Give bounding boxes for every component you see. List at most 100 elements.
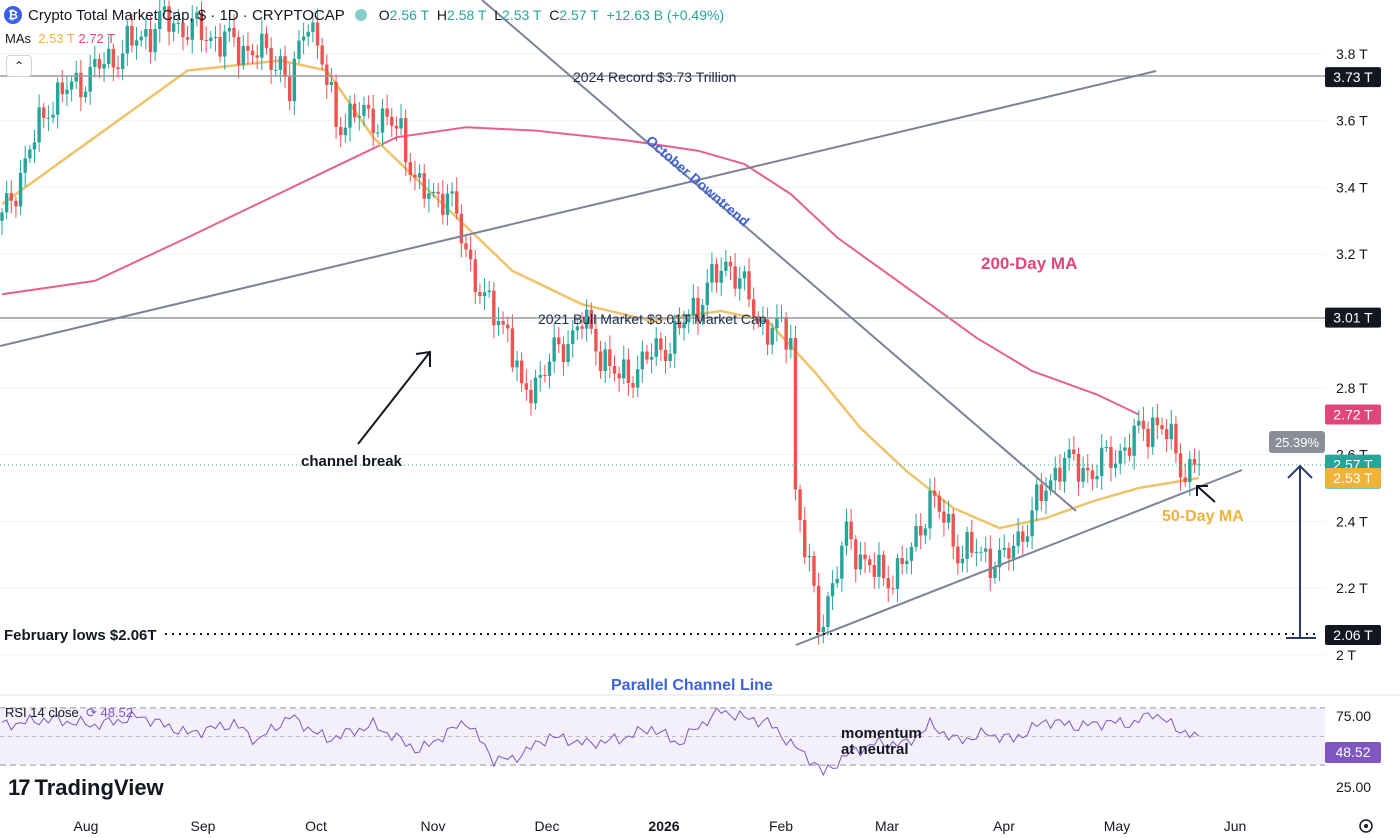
- candle-body[interactable]: [195, 12, 199, 19]
- candle-body[interactable]: [728, 261, 733, 267]
- candle-body[interactable]: [380, 108, 385, 133]
- candle-body[interactable]: [552, 337, 556, 362]
- candle-body[interactable]: [60, 82, 65, 95]
- candle-body[interactable]: [742, 271, 747, 279]
- candle-body[interactable]: [510, 328, 515, 368]
- candle-body[interactable]: [1141, 420, 1146, 429]
- candle-body[interactable]: [965, 531, 969, 559]
- candle-body[interactable]: [255, 55, 259, 58]
- candle-body[interactable]: [487, 290, 491, 293]
- candle-body[interactable]: [496, 321, 501, 326]
- candle-body[interactable]: [705, 282, 709, 306]
- symbol-title[interactable]: Crypto Total Market Cap, $ · 1D · CRYPTO…: [28, 6, 345, 24]
- candle-body[interactable]: [580, 326, 584, 329]
- candle-body[interactable]: [575, 326, 580, 331]
- annotation-record[interactable]: 2024 Record $3.73 Trillion: [573, 69, 736, 85]
- candle-body[interactable]: [659, 338, 663, 350]
- candle-body[interactable]: [97, 58, 102, 69]
- annotation-at-neutral[interactable]: at neutral: [841, 741, 909, 758]
- candle-body[interactable]: [673, 320, 677, 354]
- candle-body[interactable]: [761, 319, 765, 323]
- candle-body[interactable]: [376, 132, 380, 134]
- annotation-parallel-channel[interactable]: Parallel Channel Line: [611, 677, 773, 694]
- candle-body[interactable]: [139, 36, 143, 41]
- candle-body[interactable]: [543, 374, 547, 376]
- candle-body[interactable]: [682, 322, 686, 329]
- candle-body[interactable]: [181, 22, 185, 38]
- october-downtrend-line[interactable]: [481, 0, 1077, 512]
- candle-body[interactable]: [213, 36, 218, 38]
- candle-body[interactable]: [622, 359, 626, 379]
- candle-body[interactable]: [246, 45, 250, 51]
- candle-body[interactable]: [468, 249, 473, 260]
- candle-body[interactable]: [687, 315, 691, 323]
- candle-body[interactable]: [455, 191, 459, 214]
- candle-body[interactable]: [533, 377, 538, 404]
- candle-body[interactable]: [130, 25, 134, 46]
- candle-body[interactable]: [881, 554, 886, 579]
- candle-body[interactable]: [738, 278, 742, 289]
- candle-body[interactable]: [807, 555, 812, 558]
- ma200-line[interactable]: [1, 126, 1140, 416]
- candle-body[interactable]: [1086, 467, 1090, 471]
- candle-body[interactable]: [176, 22, 181, 24]
- candle-body[interactable]: [710, 264, 714, 283]
- candle-body[interactable]: [840, 545, 844, 579]
- candle-body[interactable]: [232, 27, 236, 38]
- candle-body[interactable]: [960, 558, 965, 564]
- candle-body[interactable]: [900, 558, 904, 565]
- candle-body[interactable]: [571, 330, 575, 345]
- candle-body[interactable]: [153, 28, 157, 53]
- candle-body[interactable]: [1123, 447, 1127, 451]
- candle-body[interactable]: [1081, 467, 1085, 482]
- candle-body[interactable]: [584, 309, 589, 329]
- candle-body[interactable]: [942, 511, 946, 523]
- candle-body[interactable]: [812, 555, 816, 586]
- candle-body[interactable]: [1118, 450, 1122, 464]
- candle-body[interactable]: [1011, 545, 1016, 559]
- candle-body[interactable]: [320, 45, 324, 65]
- candle-body[interactable]: [696, 297, 700, 322]
- candle-body[interactable]: [1160, 425, 1164, 430]
- candle-body[interactable]: [626, 359, 631, 383]
- candle-body[interactable]: [557, 337, 561, 345]
- candle-body[interactable]: [1067, 449, 1071, 459]
- candle-body[interactable]: [93, 58, 97, 67]
- candle-body[interactable]: [747, 271, 751, 300]
- candle-body[interactable]: [691, 297, 696, 316]
- candle-body[interactable]: [1146, 428, 1150, 447]
- candle-body[interactable]: [144, 29, 148, 37]
- candle-body[interactable]: [506, 324, 510, 329]
- candle-body[interactable]: [1007, 547, 1011, 559]
- annotation-channel-break[interactable]: channel break: [301, 453, 403, 470]
- candle-body[interactable]: [1035, 484, 1039, 511]
- candle-body[interactable]: [663, 349, 668, 362]
- candle-body[interactable]: [120, 53, 125, 70]
- candle-body[interactable]: [357, 115, 361, 118]
- candle-body[interactable]: [1113, 463, 1118, 468]
- candle-body[interactable]: [209, 37, 213, 41]
- candle-body[interactable]: [287, 76, 292, 102]
- candle-body[interactable]: [872, 565, 877, 577]
- candle-body[interactable]: [1155, 417, 1160, 426]
- annotation-200-day-ma[interactable]: 200-Day MA: [981, 254, 1077, 273]
- candle-body[interactable]: [88, 66, 92, 92]
- candle-body[interactable]: [1044, 490, 1048, 501]
- candle-body[interactable]: [204, 39, 208, 41]
- candle-body[interactable]: [306, 31, 310, 37]
- candle-body[interactable]: [162, 6, 167, 11]
- candle-body[interactable]: [1021, 531, 1025, 542]
- candle-body[interactable]: [983, 548, 988, 552]
- candle-body[interactable]: [821, 626, 825, 633]
- candle-body[interactable]: [891, 588, 895, 590]
- candle-body[interactable]: [343, 127, 348, 136]
- candle-body[interactable]: [589, 309, 593, 329]
- candle-body[interactable]: [566, 344, 570, 362]
- candle-body[interactable]: [645, 351, 649, 360]
- candle-body[interactable]: [399, 118, 403, 129]
- candle-body[interactable]: [445, 193, 450, 215]
- candle-body[interactable]: [450, 191, 454, 194]
- candle-body[interactable]: [148, 29, 153, 53]
- candle-body[interactable]: [1183, 477, 1187, 483]
- time-axis[interactable]: Aug Sep Oct Nov Dec 2026 Feb Mar Apr May Jun: [74, 818, 1247, 834]
